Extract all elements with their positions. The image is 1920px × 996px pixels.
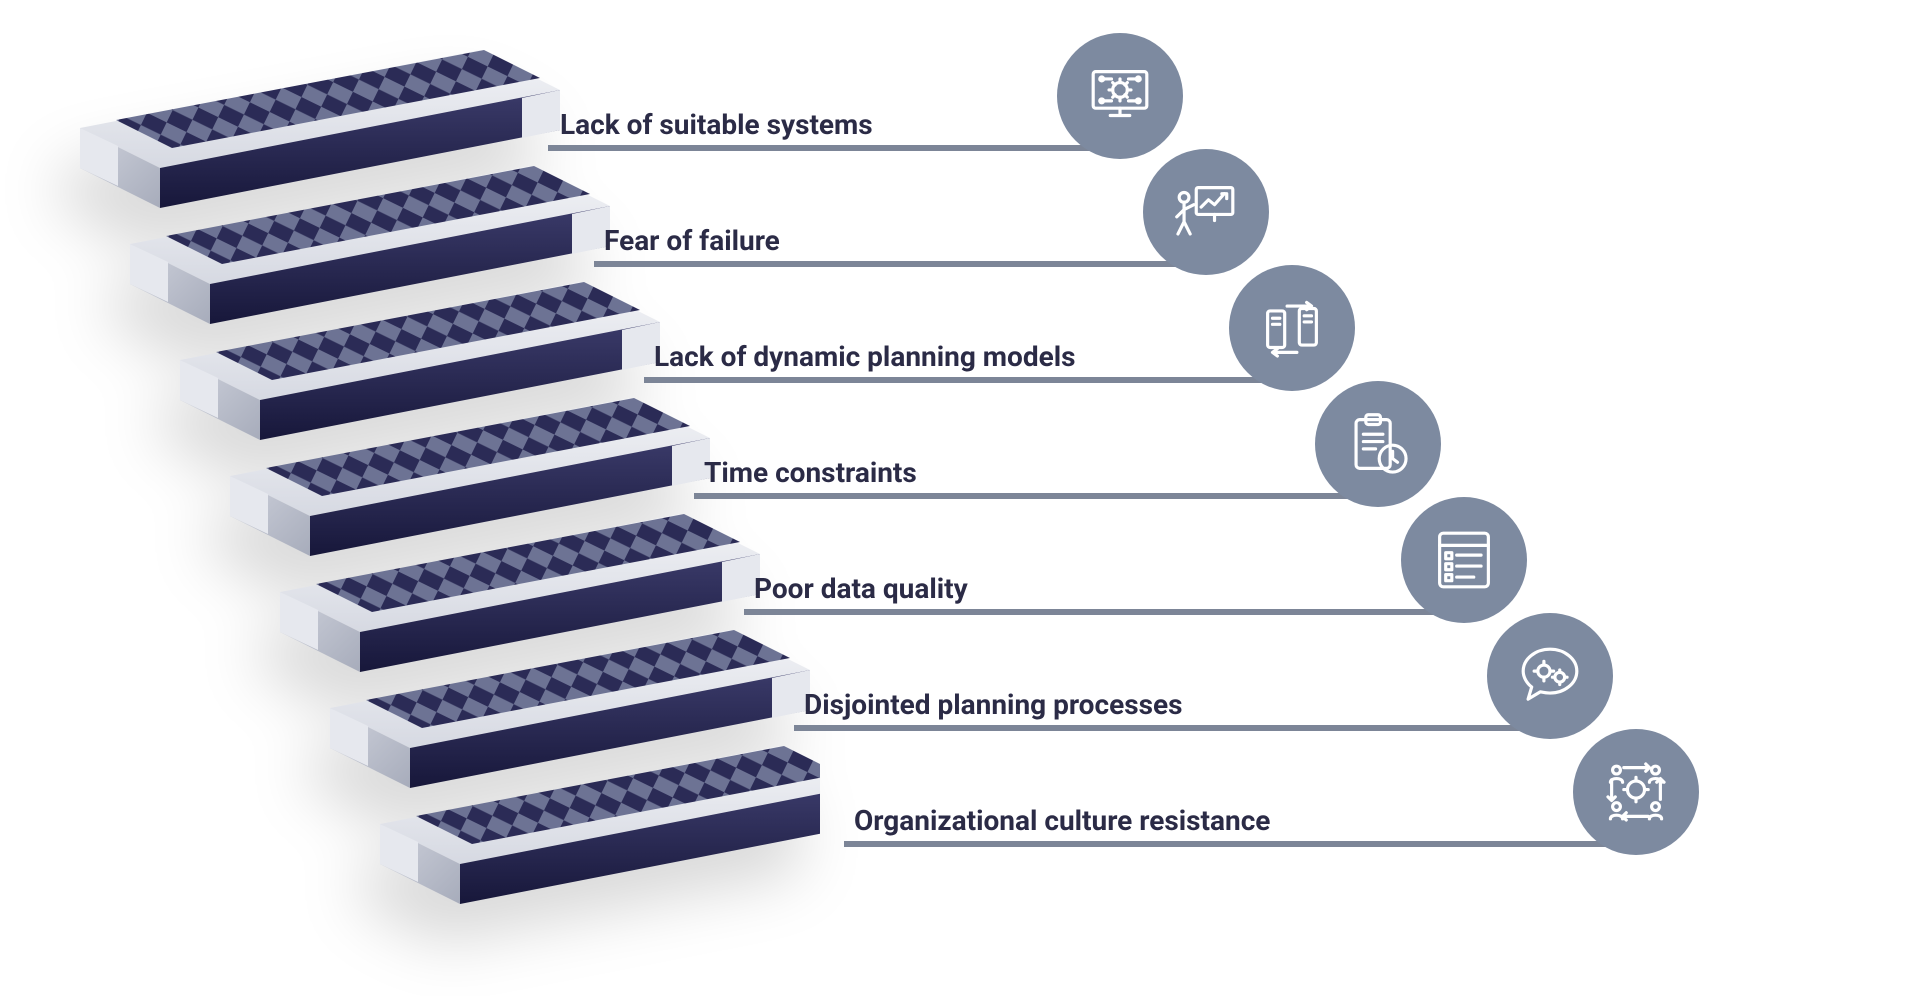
item-1-row: Lack of suitable systems [560, 85, 873, 145]
labels-layer: Lack of suitable systems Fear of failure [0, 0, 1920, 996]
item-6-icon [1487, 613, 1613, 739]
item-7-stripe [844, 841, 1628, 847]
item-3-label: Lack of dynamic planning models [654, 340, 1076, 377]
item-6-row: Disjointed planning processes [804, 665, 1182, 725]
item-5-icon [1401, 497, 1527, 623]
item-7-icon [1573, 729, 1699, 855]
item-6-label: Disjointed planning processes [804, 688, 1182, 725]
item-3-icon [1229, 265, 1355, 391]
item-5-label: Poor data quality [754, 572, 968, 609]
item-6-stripe [794, 725, 1542, 731]
speech-gears-icon [1511, 637, 1589, 715]
item-4-stripe [694, 493, 1370, 499]
item-1-stripe [548, 145, 1118, 151]
item-2-label: Fear of failure [604, 224, 780, 261]
item-5-row: Poor data quality [754, 549, 968, 609]
item-4-icon [1315, 381, 1441, 507]
screen-gears-icon [1081, 57, 1159, 135]
clipboard-clock-icon [1339, 405, 1417, 483]
item-1-label: Lack of suitable systems [560, 108, 873, 145]
item-2-stripe [594, 261, 1198, 267]
item-2-icon [1143, 149, 1269, 275]
presenter-chart-icon [1167, 173, 1245, 251]
servers-sync-icon [1253, 289, 1331, 367]
item-2-row: Fear of failure [604, 201, 780, 261]
people-idea-cycle-icon [1597, 753, 1675, 831]
item-4-label: Time constraints [704, 456, 917, 493]
item-3-row: Lack of dynamic planning models [654, 317, 1076, 377]
item-1-icon [1057, 33, 1183, 159]
item-7-row: Organizational culture resistance [854, 781, 1270, 841]
form-list-icon [1425, 521, 1503, 599]
item-5-stripe [744, 609, 1456, 615]
item-4-row: Time constraints [704, 433, 917, 493]
item-3-stripe [644, 377, 1284, 383]
item-7-label: Organizational culture resistance [854, 804, 1270, 841]
